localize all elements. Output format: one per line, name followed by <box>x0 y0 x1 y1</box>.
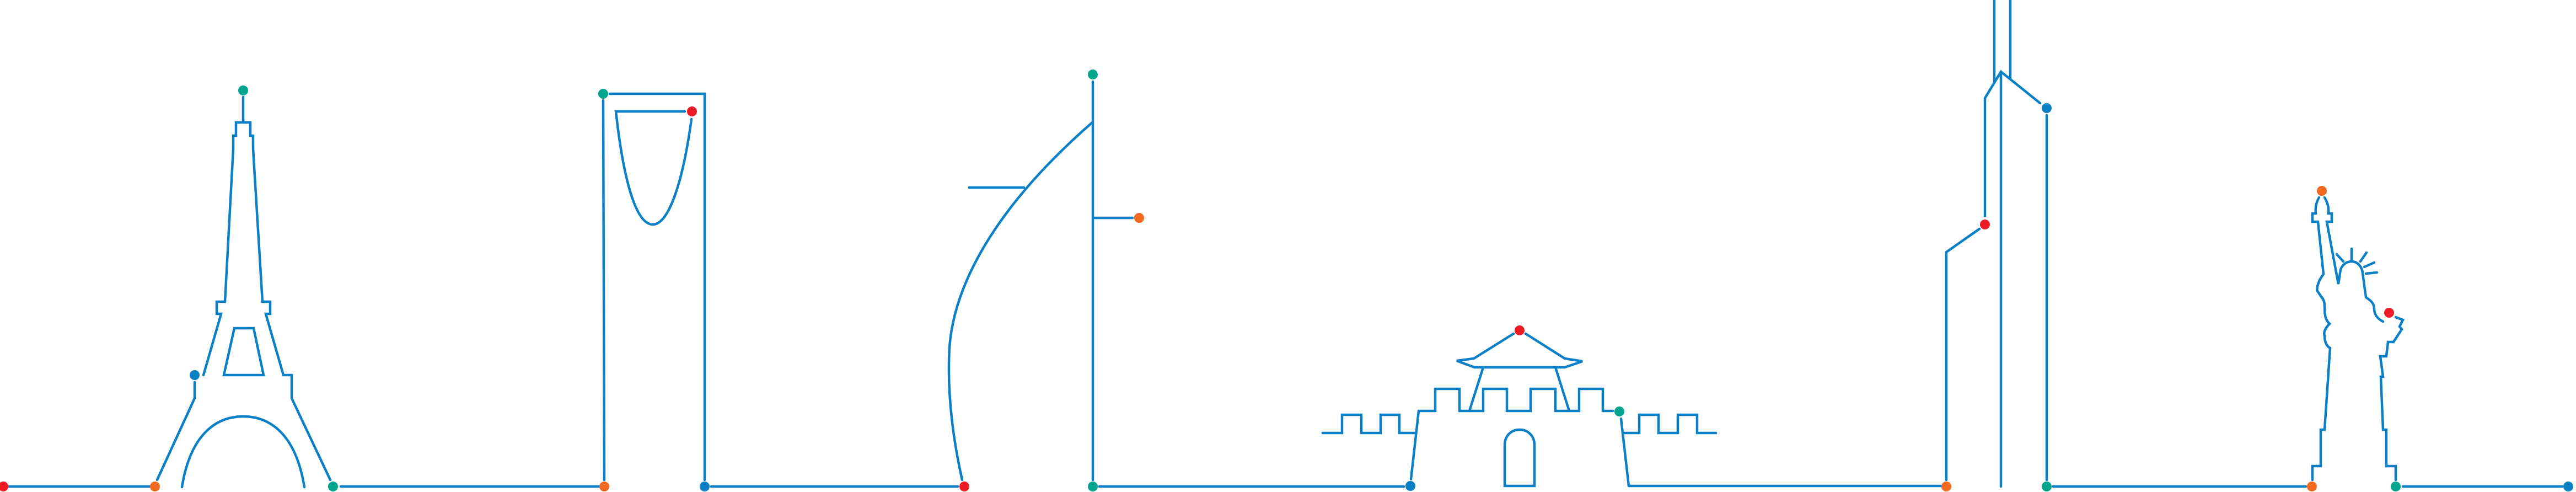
dot-orange <box>1941 482 1951 491</box>
statue-of-liberty <box>2311 196 2405 482</box>
kingdom-centre-tower <box>602 92 706 482</box>
dot-orange <box>1134 213 1144 223</box>
eiffel-tower <box>155 95 332 489</box>
dot-orange <box>2317 186 2327 196</box>
dot-orange <box>599 482 609 491</box>
dot-teal <box>2042 482 2052 491</box>
dot-blue <box>700 482 710 491</box>
dot-teal <box>1088 482 1098 491</box>
dot-teal <box>2391 482 2401 491</box>
connection-dots <box>0 69 2573 491</box>
dot-teal <box>238 85 248 95</box>
chinese-gate-pavilion <box>1321 332 1718 488</box>
dot-teal <box>328 482 338 491</box>
dot-red <box>1515 325 1525 335</box>
dot-orange <box>150 482 160 491</box>
dot-red <box>687 106 697 116</box>
dot-blue <box>2042 103 2052 113</box>
dot-blue <box>1405 481 1415 491</box>
dot-red <box>0 482 8 491</box>
dot-orange <box>2307 482 2317 491</box>
dot-blue <box>2563 482 2573 491</box>
dot-red <box>959 482 969 491</box>
dot-red <box>2384 308 2394 318</box>
dot-blue <box>190 370 200 380</box>
burj-al-arab <box>947 80 1134 482</box>
dot-teal <box>598 89 608 99</box>
dot-red <box>1980 220 1990 229</box>
dot-teal <box>1614 407 1624 416</box>
dot-teal <box>1088 69 1098 79</box>
burj-khalifa <box>1945 0 2048 488</box>
